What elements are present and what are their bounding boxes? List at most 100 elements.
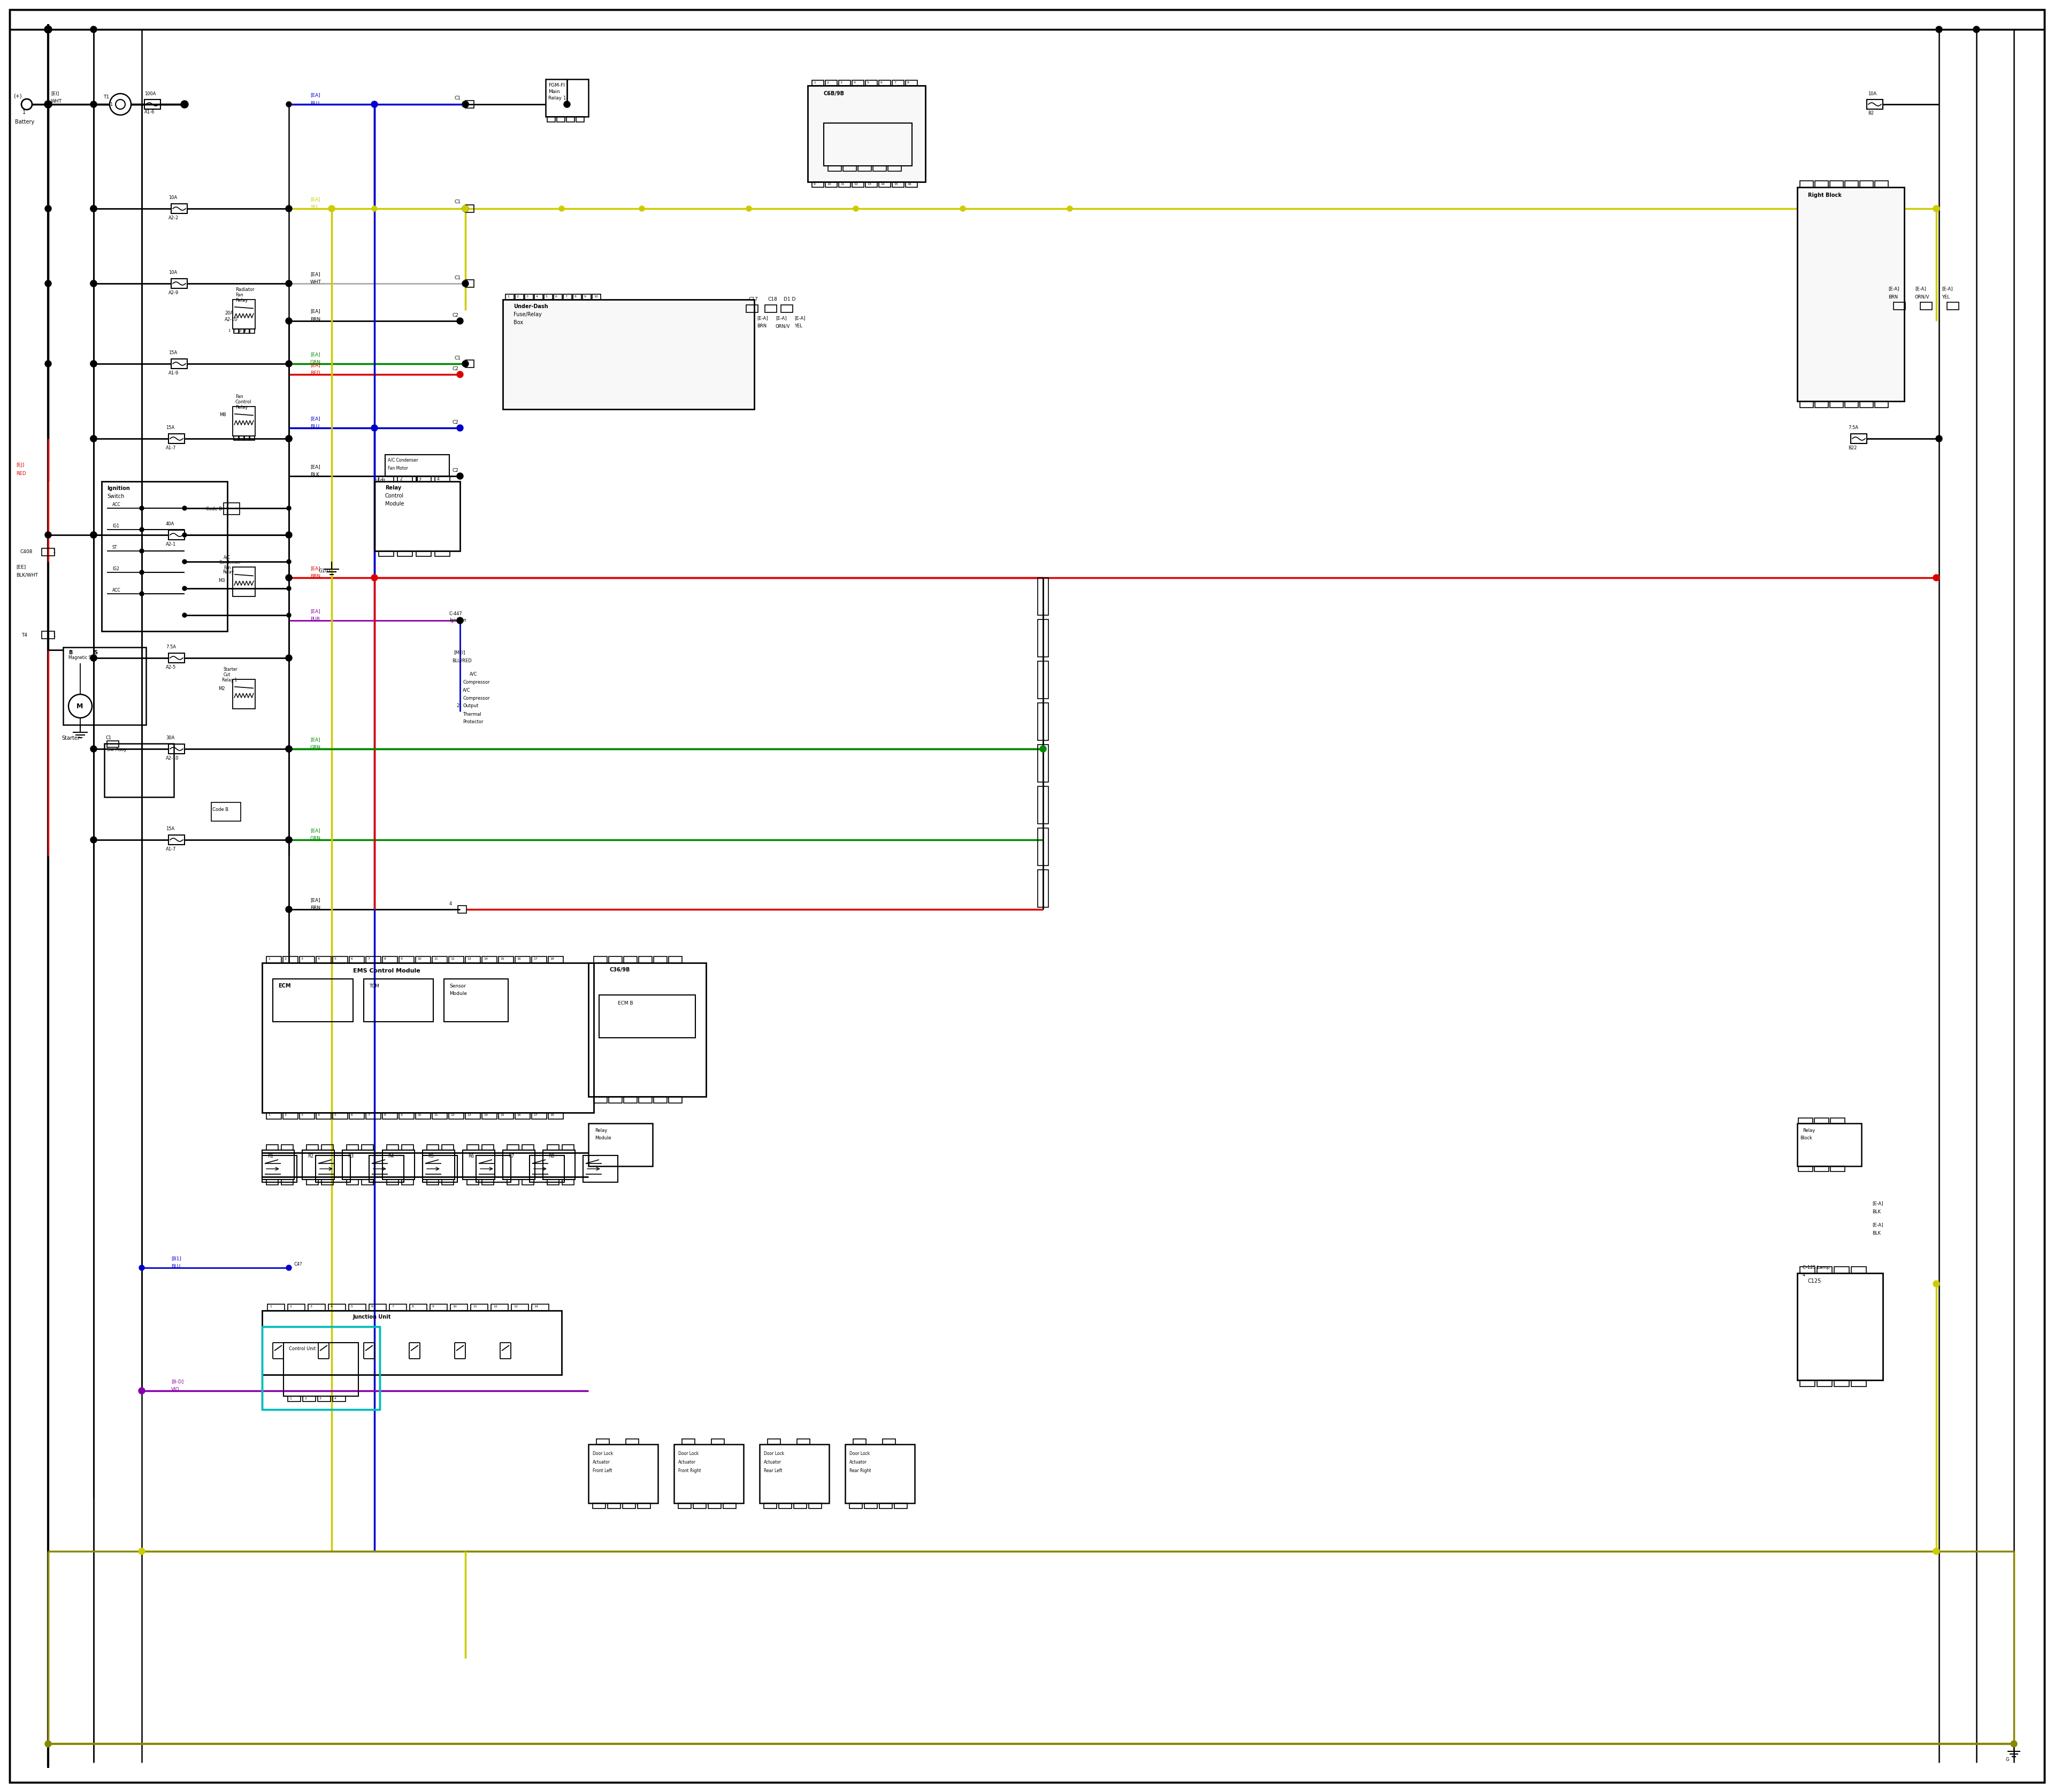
Text: 13: 13 — [466, 1115, 470, 1116]
Text: 18: 18 — [550, 957, 555, 961]
Text: C408: C408 — [21, 550, 33, 554]
Text: 1: 1 — [507, 296, 509, 297]
Bar — [516, 294, 524, 299]
Bar — [670, 1097, 682, 1104]
Bar — [168, 652, 185, 663]
Bar — [144, 100, 160, 109]
Bar — [1818, 1380, 1832, 1387]
Text: 100A: 100A — [144, 91, 156, 97]
Text: [EI]: [EI] — [51, 91, 60, 97]
Bar — [251, 330, 255, 333]
Text: 6: 6 — [881, 82, 883, 84]
Text: 4: 4 — [335, 1398, 337, 1400]
Text: C2: C2 — [452, 314, 458, 317]
Bar — [390, 1305, 407, 1310]
Bar — [760, 1444, 830, 1503]
Text: Module: Module — [386, 502, 405, 507]
Text: Relay: Relay — [236, 405, 249, 410]
Text: [EA]: [EA] — [310, 737, 320, 742]
Text: Block: Block — [1799, 1136, 1812, 1142]
Text: 10: 10 — [594, 296, 598, 297]
Bar — [891, 81, 904, 86]
Text: 5: 5 — [546, 296, 548, 297]
Bar — [522, 1145, 534, 1150]
Circle shape — [288, 613, 292, 616]
Bar — [306, 1179, 318, 1185]
Bar — [244, 435, 249, 441]
Circle shape — [2011, 1740, 2017, 1747]
Bar — [694, 1503, 707, 1509]
Bar — [507, 1179, 520, 1185]
Bar — [548, 1113, 563, 1118]
Text: 2: 2 — [286, 1115, 288, 1116]
Bar — [573, 294, 581, 299]
Bar — [101, 482, 228, 631]
Bar — [283, 957, 298, 962]
Bar — [232, 299, 255, 330]
Text: C2: C2 — [452, 419, 458, 425]
Bar — [1797, 1124, 1861, 1167]
Text: S: S — [94, 650, 97, 656]
Circle shape — [286, 206, 292, 211]
Bar — [283, 1342, 357, 1396]
Bar — [232, 679, 255, 710]
Text: 15A: 15A — [166, 826, 175, 831]
Bar — [107, 740, 119, 747]
Bar — [1851, 1267, 1867, 1272]
Bar — [382, 1150, 415, 1179]
Bar — [423, 1156, 458, 1183]
Bar — [1797, 186, 1904, 401]
Text: 4: 4 — [854, 82, 857, 84]
Bar — [283, 1113, 298, 1118]
Bar — [596, 1439, 610, 1444]
Bar — [1875, 401, 1888, 407]
Text: ORN/V: ORN/V — [1914, 294, 1929, 299]
Circle shape — [1933, 206, 1939, 211]
Text: 6: 6 — [351, 1115, 353, 1116]
Bar — [448, 957, 464, 962]
Text: BLK: BLK — [310, 473, 318, 477]
Bar — [1830, 181, 1842, 186]
Text: B22: B22 — [1849, 446, 1857, 450]
Text: RED: RED — [310, 371, 320, 376]
Bar — [873, 167, 887, 172]
Bar — [624, 1097, 637, 1104]
Bar — [398, 957, 415, 962]
Bar — [41, 548, 55, 556]
Bar — [238, 435, 244, 441]
Circle shape — [90, 100, 97, 108]
Bar — [544, 294, 553, 299]
Bar — [811, 181, 824, 186]
Text: A/C: A/C — [462, 688, 470, 692]
Text: GRN: GRN — [310, 837, 320, 840]
Text: [EA]: [EA] — [310, 464, 320, 470]
Circle shape — [90, 27, 97, 32]
Circle shape — [286, 656, 292, 661]
Text: Door Lock: Door Lock — [594, 1452, 612, 1457]
Text: [EA]: [EA] — [310, 566, 320, 572]
Text: 15: 15 — [893, 183, 898, 186]
Circle shape — [1935, 435, 1943, 443]
Bar — [1037, 577, 1048, 615]
Text: 11: 11 — [472, 1306, 477, 1308]
Bar — [232, 566, 255, 597]
Text: Door Lock: Door Lock — [764, 1452, 785, 1457]
Text: M2: M2 — [218, 686, 226, 692]
Text: 4: 4 — [244, 330, 246, 332]
Bar — [532, 1305, 548, 1310]
Text: 7: 7 — [368, 1115, 370, 1116]
Bar — [431, 957, 448, 962]
Circle shape — [140, 527, 144, 532]
Bar — [263, 1150, 294, 1179]
Text: 1: 1 — [267, 957, 269, 961]
Circle shape — [183, 505, 187, 511]
Bar — [170, 280, 187, 289]
Text: ST: ST — [113, 545, 117, 550]
Text: Ignition: Ignition — [450, 618, 466, 624]
Bar — [865, 1503, 877, 1509]
Bar — [838, 181, 850, 186]
Bar — [852, 181, 865, 186]
Text: 4: 4 — [1803, 1272, 1805, 1278]
Text: BLK: BLK — [1871, 1210, 1881, 1213]
Bar — [852, 81, 865, 86]
